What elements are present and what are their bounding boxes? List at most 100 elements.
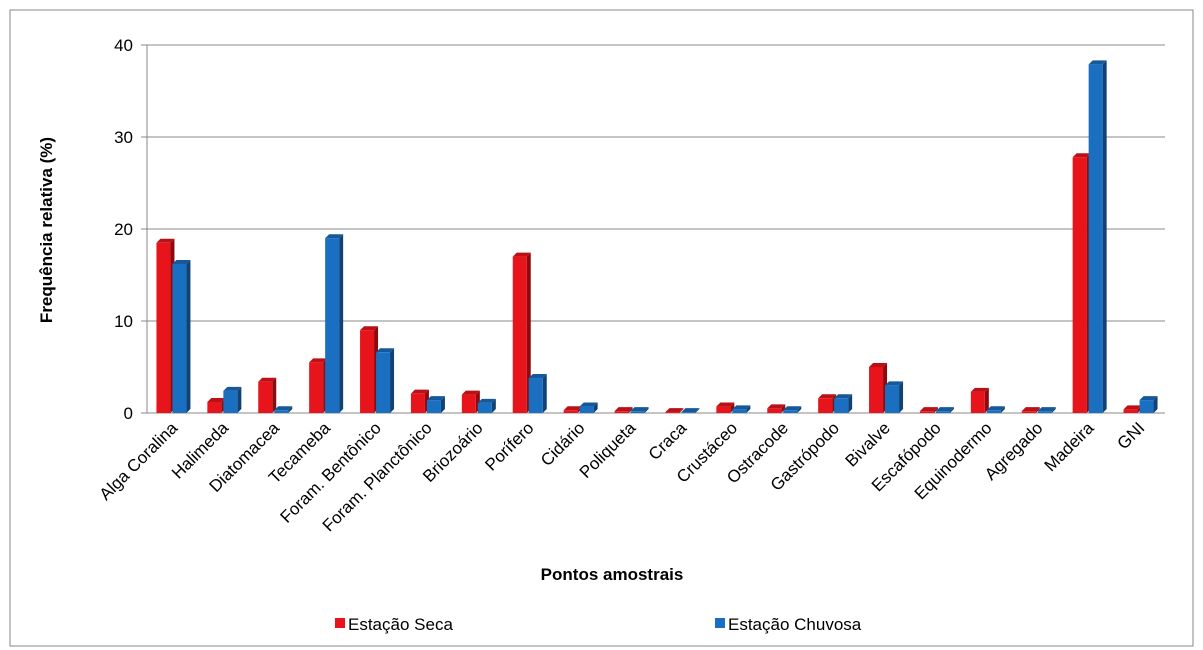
bar-top [1088,60,1107,65]
bar-top [818,394,837,399]
bar-top [986,406,1005,411]
bar [376,352,391,413]
bar-top [172,259,191,264]
bar [309,362,324,413]
bar [970,391,985,413]
bar [258,381,273,413]
bar-side [949,407,954,413]
bar-top [834,394,853,399]
bar-top [528,374,547,379]
bar-top [665,408,684,413]
bar-top [1139,396,1158,401]
bar-side [272,377,277,413]
bar-side [797,406,802,413]
bar-top [325,234,344,239]
bar-top [1037,407,1056,412]
bar [512,256,527,413]
bar-top [579,402,598,407]
bar [360,330,375,413]
bar-top [732,405,751,410]
bar-top [223,386,242,391]
bar [630,411,645,413]
bar-top [207,397,226,402]
bar-top [461,390,480,395]
bar-top [360,326,379,331]
bar [818,398,833,413]
bar-side [730,402,735,413]
bar-top [410,389,429,394]
bar-side [848,394,853,413]
bar [767,408,782,413]
bar [665,412,680,413]
bar-side [644,407,649,413]
bar-top [512,252,531,257]
bar-top [477,398,496,403]
bar-side [746,405,751,413]
bar-side [933,407,938,413]
bar-side [781,404,786,413]
bar-side [695,408,700,413]
bar [172,263,187,413]
bar [223,390,238,413]
bar-side [679,408,684,413]
bar-side [1051,407,1056,413]
bar [716,406,731,413]
bar [935,411,950,413]
bar [1037,411,1052,413]
bar-top [274,406,293,411]
bar-top [1072,153,1091,158]
bar-top [563,406,582,411]
bar [1088,64,1103,413]
bar-side [1035,407,1040,413]
bar [783,410,798,413]
legend-label: Estação Seca [348,615,453,634]
bar-side [339,234,344,413]
bar-side [1102,60,1107,413]
bar [681,412,696,413]
bar-side [390,348,395,413]
bar-top [767,404,786,409]
bar [461,394,476,413]
chart-frame [9,9,1194,647]
bar [986,410,1001,413]
bar-side [628,407,633,413]
bar [207,401,222,413]
legend-swatch [715,618,725,628]
x-axis-label: Pontos amostrais [541,565,684,584]
bar-side [593,402,598,413]
bar [1021,411,1036,413]
bar-top [919,407,938,412]
bar-top [630,407,649,412]
bar-side [288,406,293,413]
legend-swatch [335,618,345,628]
bar-side [542,374,547,413]
y-tick-label: 0 [124,404,133,423]
bar-top [783,406,802,411]
bar [1072,157,1087,413]
bar [410,393,425,413]
bar [156,242,171,413]
bar-top [935,407,954,412]
bar-side [237,386,242,413]
bar-top [614,407,633,412]
bar-top [869,363,888,367]
bar [579,406,594,413]
bar [325,238,340,413]
bar [869,367,884,413]
bar [563,410,578,413]
bar-top [1021,407,1040,412]
bar-side [1000,406,1005,413]
bar [834,398,849,413]
bar [1139,400,1154,413]
bar-top [309,358,328,363]
bar [1123,409,1138,413]
bar [426,400,441,413]
bar-side [186,259,191,413]
legend-label: Estação Chuvosa [728,615,862,634]
bar-top [1123,405,1142,410]
bar-top [426,396,445,401]
bar [528,378,543,413]
bar-top [376,348,395,353]
bar-side [526,252,531,413]
